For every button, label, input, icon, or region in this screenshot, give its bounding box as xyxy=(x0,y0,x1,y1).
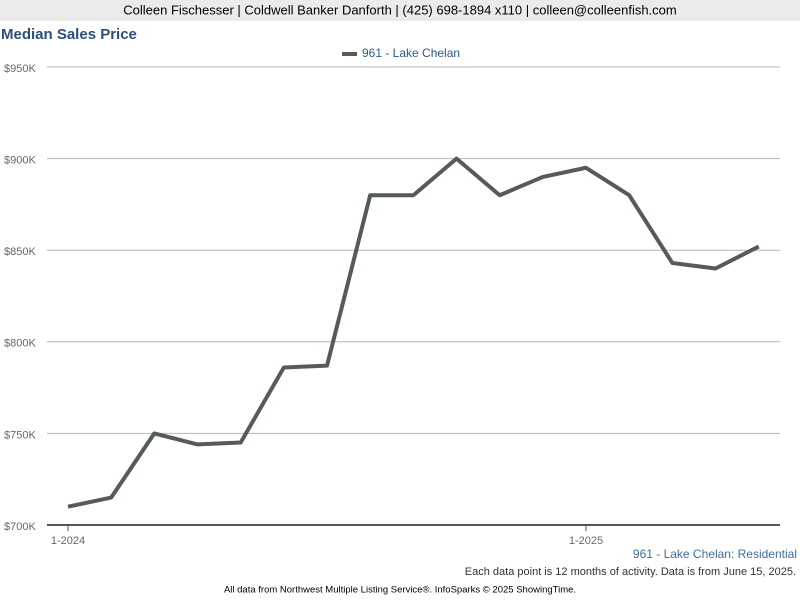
y-tick-label: $950K xyxy=(4,63,36,75)
x-tick-label: 1-2024 xyxy=(51,535,85,547)
header-contact: Colleen Fischesser | Coldwell Banker Dan… xyxy=(123,2,676,17)
series-line xyxy=(67,156,760,509)
chart-title: Median Sales Price xyxy=(1,26,137,43)
header-bar xyxy=(0,0,800,21)
y-tick-label: $750K xyxy=(4,429,36,441)
footnote: Each data point is 12 months of activity… xyxy=(465,566,796,578)
y-tick-label: $800K xyxy=(4,338,36,350)
series-label: 961 - Lake Chelan: Residential xyxy=(633,547,797,561)
x-tick-label: 1-2025 xyxy=(569,535,603,547)
y-tick-label: $850K xyxy=(4,246,36,258)
legend-label: 961 - Lake Chelan xyxy=(362,46,460,60)
y-tick-label: $700K xyxy=(4,521,36,533)
source: All data from Northwest Multiple Listing… xyxy=(224,585,576,596)
y-tick-label: $900K xyxy=(4,155,36,167)
